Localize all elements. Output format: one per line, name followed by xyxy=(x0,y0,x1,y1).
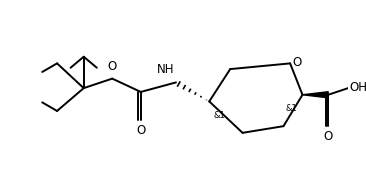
Text: &1: &1 xyxy=(285,104,297,113)
Polygon shape xyxy=(302,92,328,98)
Text: O: O xyxy=(108,60,117,73)
Text: NH: NH xyxy=(157,63,174,76)
Text: O: O xyxy=(292,56,302,69)
Text: O: O xyxy=(136,124,145,137)
Text: &1: &1 xyxy=(213,111,225,120)
Text: O: O xyxy=(324,130,333,143)
Text: OH: OH xyxy=(349,81,366,94)
